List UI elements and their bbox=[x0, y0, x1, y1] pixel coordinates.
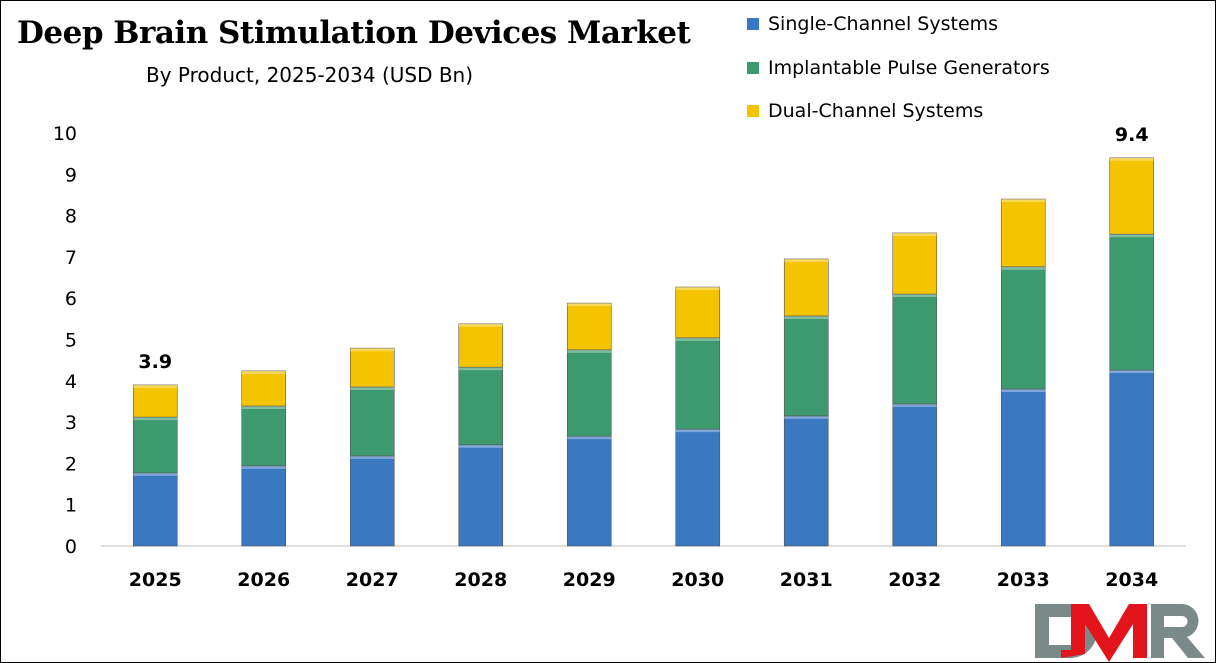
bar-segment-single-channel-systems bbox=[132, 472, 178, 547]
y-tick-label: 8 bbox=[65, 206, 77, 228]
bar-bevel bbox=[784, 315, 829, 319]
bar-segment-single-channel-systems bbox=[1000, 388, 1046, 547]
y-tick-label: 2 bbox=[65, 453, 77, 475]
chart-subtitle: By Product, 2025-2034 (USD Bn) bbox=[146, 63, 474, 87]
bar-segment-single-channel-systems bbox=[241, 465, 287, 547]
y-tick-label: 1 bbox=[65, 495, 77, 517]
x-tick-label: 2031 bbox=[780, 569, 833, 591]
y-tick-label: 3 bbox=[65, 412, 77, 434]
bar-bevel bbox=[892, 294, 937, 298]
bar-segment-single-channel-systems bbox=[458, 444, 504, 547]
x-tick-label: 2026 bbox=[237, 569, 290, 591]
bar-bevel bbox=[1109, 157, 1154, 161]
bar-bevel bbox=[675, 429, 720, 433]
bar-segment-single-channel-systems bbox=[566, 435, 612, 547]
data-label: 3.9 bbox=[138, 351, 172, 373]
bar-bevel bbox=[241, 465, 286, 469]
chart-title: Deep Brain Stimulation Devices Market bbox=[17, 15, 691, 51]
bar-segment-implantable-pulse-generators bbox=[566, 349, 612, 437]
legend-swatch bbox=[747, 18, 759, 30]
x-tick-label: 2027 bbox=[346, 569, 399, 591]
bar-bevel bbox=[784, 258, 829, 262]
x-tick-label: 2034 bbox=[1105, 569, 1158, 591]
bar-segment-dual-channel-systems bbox=[566, 302, 612, 351]
bar-segment-single-channel-systems bbox=[349, 455, 395, 547]
bar-bevel bbox=[458, 444, 503, 448]
bar-segment-single-channel-systems bbox=[892, 403, 938, 547]
bar-segment-dual-channel-systems bbox=[892, 232, 938, 295]
bar-bevel bbox=[567, 436, 612, 440]
bar-bevel bbox=[1001, 389, 1046, 393]
bar-segment-implantable-pulse-generators bbox=[241, 405, 287, 467]
bar-segment-implantable-pulse-generators bbox=[892, 293, 938, 405]
bar-bevel bbox=[892, 403, 937, 407]
bar-bevel bbox=[458, 323, 503, 327]
bar-segment-dual-channel-systems bbox=[1000, 198, 1046, 268]
bar-bevel bbox=[458, 367, 503, 371]
y-tick-label: 4 bbox=[65, 371, 77, 393]
bar-segment-single-channel-systems bbox=[1109, 369, 1155, 547]
x-tick-label: 2032 bbox=[888, 569, 941, 591]
x-tick-label: 2029 bbox=[563, 569, 616, 591]
y-tick-label: 0 bbox=[65, 536, 77, 558]
legend-label: Single-Channel Systems bbox=[768, 13, 999, 35]
bar-bevel bbox=[350, 386, 395, 390]
bar-segment-dual-channel-systems bbox=[132, 384, 178, 418]
bar-bevel bbox=[133, 472, 178, 476]
bar-segment-dual-channel-systems bbox=[349, 347, 395, 388]
y-tick-label: 9 bbox=[65, 164, 77, 186]
bar-bevel bbox=[350, 455, 395, 459]
bar-segment-implantable-pulse-generators bbox=[458, 366, 504, 446]
bar-bevel bbox=[567, 349, 612, 353]
bar-bevel bbox=[784, 415, 829, 419]
x-tick-label: 2033 bbox=[997, 569, 1050, 591]
bar-segment-dual-channel-systems bbox=[783, 258, 829, 317]
bar-segment-dual-channel-systems bbox=[675, 286, 721, 339]
bar-segment-implantable-pulse-generators bbox=[675, 337, 721, 430]
bar-bevel bbox=[1109, 234, 1154, 238]
bar-bevel bbox=[675, 337, 720, 341]
legend-swatch bbox=[747, 62, 759, 74]
legend-item-single-channel: Single-Channel Systems bbox=[747, 13, 998, 35]
legend-item-dual-channel: Dual-Channel Systems bbox=[747, 100, 983, 122]
bar-bevel bbox=[567, 303, 612, 307]
legend-swatch bbox=[747, 105, 759, 117]
bar-segment-dual-channel-systems bbox=[241, 370, 287, 407]
bar-bevel bbox=[241, 370, 286, 374]
bar-bevel bbox=[133, 384, 178, 388]
legend-label: Dual-Channel Systems bbox=[768, 100, 984, 122]
bar-segment-implantable-pulse-generators bbox=[132, 416, 178, 474]
y-tick-label: 5 bbox=[65, 330, 77, 352]
y-tick-label: 7 bbox=[65, 247, 77, 269]
bar-bevel bbox=[241, 405, 286, 409]
bar-bevel bbox=[675, 287, 720, 291]
bar-bevel bbox=[133, 417, 178, 421]
bar-bevel bbox=[1001, 266, 1046, 270]
x-tick-label: 2025 bbox=[129, 569, 182, 591]
x-tick-label: 2028 bbox=[454, 569, 507, 591]
y-tick-label: 6 bbox=[65, 288, 77, 310]
data-label: 9.4 bbox=[1115, 124, 1149, 146]
bar-segment-dual-channel-systems bbox=[458, 323, 504, 368]
bar-segment-dual-channel-systems bbox=[1109, 157, 1155, 235]
y-tick-label: 10 bbox=[53, 123, 77, 145]
legend-item-pulse-generators: Implantable Pulse Generators bbox=[747, 57, 1050, 79]
bar-segment-implantable-pulse-generators bbox=[783, 315, 829, 417]
bar-bevel bbox=[1109, 370, 1154, 374]
x-tick-label: 2030 bbox=[671, 569, 724, 591]
bar-bevel bbox=[892, 232, 937, 236]
bar-bevel bbox=[1001, 199, 1046, 203]
bar-segment-single-channel-systems bbox=[783, 415, 829, 547]
bar-bevel bbox=[350, 348, 395, 352]
legend-label: Implantable Pulse Generators bbox=[768, 57, 1050, 79]
